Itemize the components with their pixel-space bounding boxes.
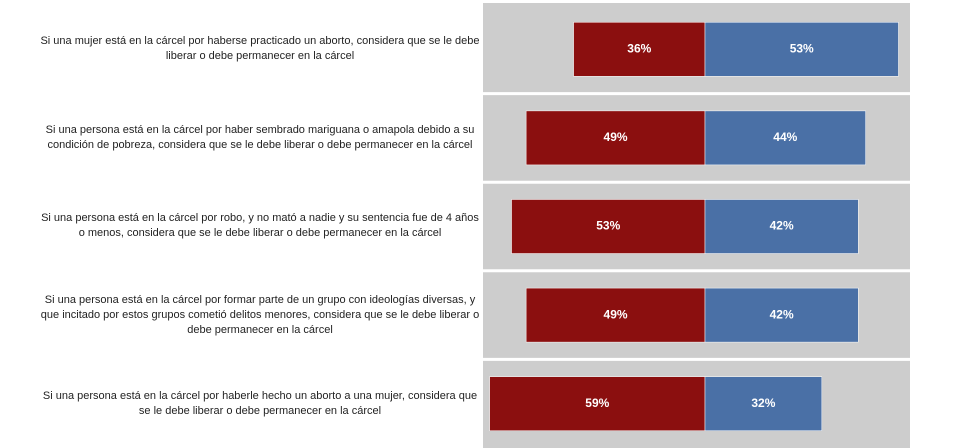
bar bbox=[704, 376, 823, 431]
value-label: 53% bbox=[790, 41, 814, 55]
bar bbox=[525, 110, 706, 166]
category-label: Si una persona está en la cárcel por for… bbox=[40, 293, 480, 336]
category-label: Si una mujer está en la cárcel por haber… bbox=[40, 35, 480, 63]
bar bbox=[489, 376, 706, 431]
value-label: 42% bbox=[770, 307, 794, 321]
bar bbox=[704, 110, 866, 166]
category-label: Si una persona está en la cárcel por rob… bbox=[41, 212, 479, 240]
bar bbox=[704, 22, 899, 77]
value-label: 44% bbox=[773, 130, 797, 144]
bar bbox=[573, 22, 706, 77]
bar bbox=[704, 199, 859, 254]
value-label: 49% bbox=[604, 307, 628, 321]
category-label: Si una persona está en la cárcel por hab… bbox=[42, 389, 478, 417]
category-label: Si una persona está en la cárcel por hab… bbox=[45, 123, 475, 151]
bar bbox=[511, 199, 706, 254]
value-label: 49% bbox=[604, 130, 628, 144]
value-label: 36% bbox=[627, 41, 651, 55]
value-label: 42% bbox=[770, 219, 794, 233]
bar bbox=[525, 287, 706, 343]
value-label: 59% bbox=[585, 396, 609, 410]
bar bbox=[704, 287, 859, 343]
value-label: 32% bbox=[751, 396, 775, 410]
value-label: 53% bbox=[596, 219, 620, 233]
